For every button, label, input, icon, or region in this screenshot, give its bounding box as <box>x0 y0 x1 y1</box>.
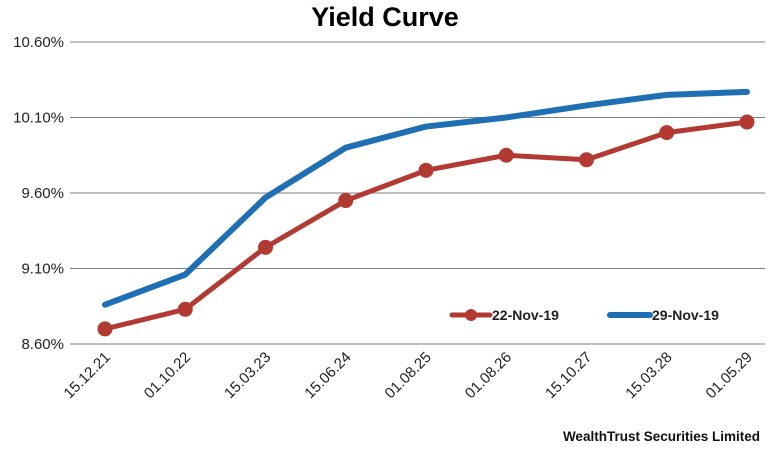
series-29-Nov-19 <box>102 88 750 308</box>
data-point <box>177 301 193 317</box>
legend-label: 29-Nov-19 <box>652 307 719 323</box>
series-line <box>102 88 750 308</box>
legend-item: 29-Nov-19 <box>607 307 719 323</box>
data-point <box>498 147 514 163</box>
x-tick-label: 01.08.25 <box>382 349 435 402</box>
x-tick-label: 01.05.29 <box>703 349 756 402</box>
legend: 22-Nov-19 29-Nov-19 <box>449 307 719 323</box>
gridlines <box>70 41 765 345</box>
y-tick-label: 9.60% <box>21 185 64 202</box>
x-tick-label: 15.06.24 <box>301 349 354 402</box>
data-point <box>97 321 113 337</box>
source-credit: WealthTrust Securities Limited <box>563 429 760 444</box>
x-tick-label: 15.03.23 <box>221 349 274 402</box>
y-tick-label: 10.60% <box>13 34 64 51</box>
legend-label: 22-Nov-19 <box>492 307 559 323</box>
series-22-Nov-19 <box>97 114 755 337</box>
y-tick-label: 8.60% <box>21 336 64 353</box>
series-line <box>102 119 750 332</box>
data-point <box>418 162 434 178</box>
data-point <box>659 125 675 141</box>
data-point <box>739 114 755 130</box>
data-point <box>579 152 594 168</box>
legend-item: 22-Nov-19 <box>449 307 559 323</box>
x-tick-label: 01.08.26 <box>462 349 515 402</box>
x-tick-label: 15.12.21 <box>61 349 114 402</box>
x-tick-label: 15.10.27 <box>542 349 595 402</box>
legend-swatch-marker <box>465 309 477 321</box>
data-point <box>258 239 273 255</box>
x-axis-tick-labels: 15.12.21 01.10.22 15.03.23 15.06.24 01.08.25… <box>61 349 756 402</box>
y-tick-label: 10.10% <box>13 110 64 127</box>
x-tick-label: 01.10.22 <box>141 349 194 402</box>
y-axis-tick-labels: 8.60% 9.10% 9.60% 10.10% 10.60% <box>13 34 64 353</box>
chart-title: Yield Curve <box>311 2 459 32</box>
x-tick-label: 15.03.28 <box>622 349 675 402</box>
series-lines <box>97 88 755 337</box>
data-point <box>338 193 354 209</box>
y-tick-label: 9.10% <box>21 261 64 278</box>
